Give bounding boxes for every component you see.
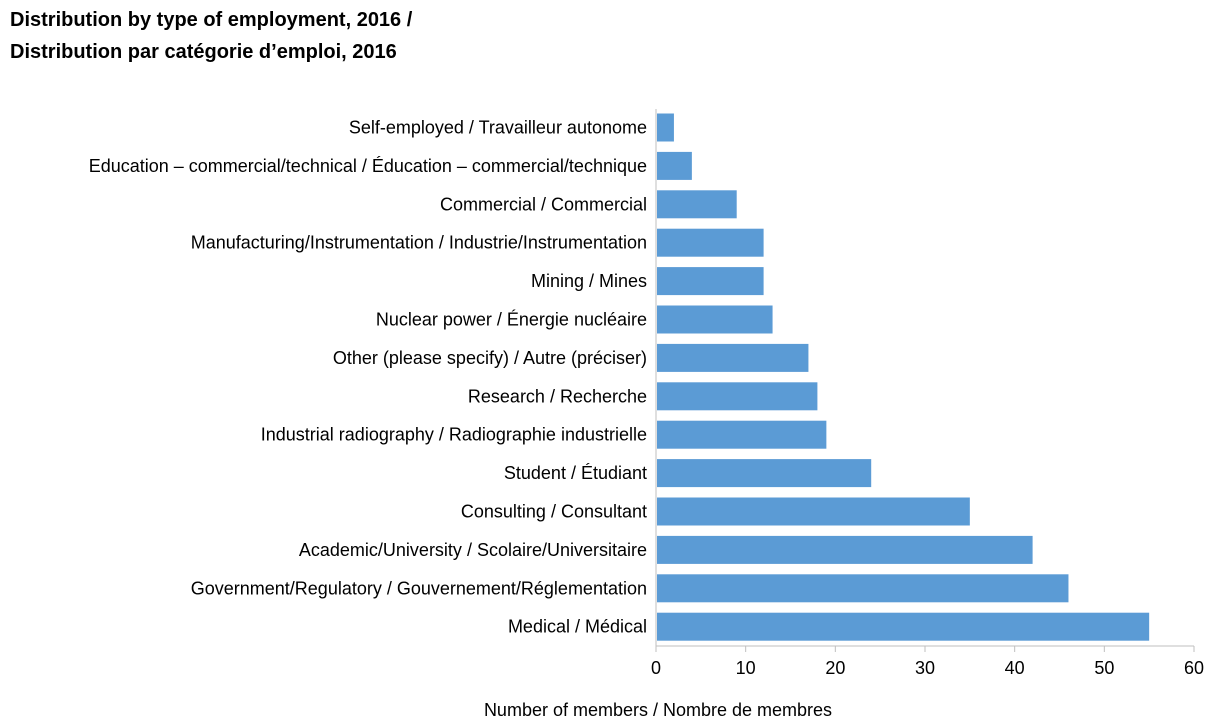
category-label: Manufacturing/Instrumentation / Industri… (191, 233, 647, 253)
bar (657, 535, 1033, 564)
category-label: Consulting / Consultant (461, 502, 647, 522)
chart-title-line-2: Distribution par catégorie d’emploi, 201… (10, 41, 397, 63)
bar (657, 420, 827, 449)
x-tick-label: 20 (825, 658, 845, 678)
bar (657, 343, 809, 372)
category-label: Academic/University / Scolaire/Universit… (299, 540, 647, 560)
bar (657, 113, 674, 142)
bar (657, 190, 737, 219)
bar (657, 228, 764, 257)
category-label: Mining / Mines (531, 271, 647, 291)
x-tick-label: 50 (1094, 658, 1114, 678)
category-label: Commercial / Commercial (440, 194, 647, 214)
bar (657, 267, 764, 296)
category-label: Research / Recherche (468, 386, 647, 406)
bar (657, 574, 1069, 603)
bar (657, 612, 1150, 641)
bar (657, 305, 773, 334)
x-tick-label: 40 (1005, 658, 1025, 678)
category-label: Medical / Médical (508, 617, 647, 637)
category-label: Education – commercial/technical / Éduca… (89, 156, 647, 176)
category-label: Industrial radiography / Radiographie in… (261, 425, 647, 445)
x-tick-label: 60 (1184, 658, 1204, 678)
category-label: Government/Regulatory / Gouvernement/Rég… (191, 578, 647, 598)
chart-title: Distribution by type of employment, 2016… (10, 4, 412, 68)
category-label: Student / Étudiant (504, 463, 647, 483)
category-label: Nuclear power / Énergie nucléaire (376, 310, 647, 330)
bar (657, 459, 872, 488)
bar (657, 151, 692, 180)
x-tick-label: 0 (651, 658, 661, 678)
chart-title-line-1: Distribution by type of employment, 2016… (10, 9, 413, 31)
bar (657, 497, 970, 526)
x-axis-title: Number of members / Nombre de membres (484, 700, 832, 720)
x-tick-label: 30 (915, 658, 935, 678)
category-label: Self-employed / Travailleur autonome (349, 118, 647, 138)
x-tick-label: 10 (736, 658, 756, 678)
category-label: Other (please specify) / Autre (préciser… (333, 348, 647, 368)
bar (657, 382, 818, 411)
